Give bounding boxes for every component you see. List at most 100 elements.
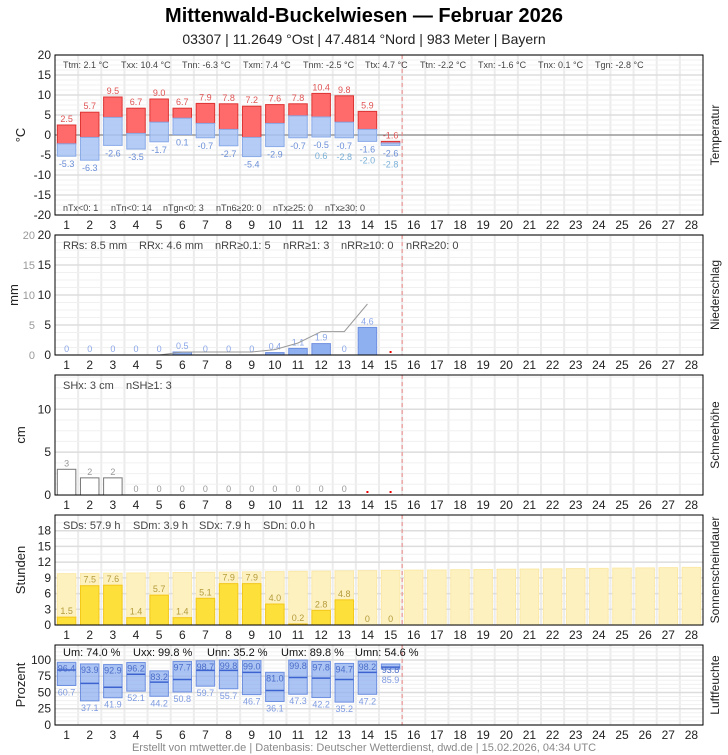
x-tick-label: 28 (685, 358, 699, 372)
sun-possible-bar (635, 567, 655, 626)
sun-bar (103, 584, 123, 626)
x-tick-label: 23 (569, 728, 583, 742)
y-tick-label-secondary: 20 (23, 230, 35, 242)
x-tick-label: 25 (615, 728, 629, 742)
x-tick-label: 2 (86, 218, 93, 232)
panel-stat: Ttx: 4.7 °C (365, 60, 408, 70)
panel-stat-bottom: nTn<0: 14 (111, 203, 152, 213)
x-tick-label: 20 (500, 358, 514, 372)
y-tick-label: 5 (44, 318, 51, 332)
humidity-max-label: 98.7 (197, 662, 215, 672)
humidity-min-label: 44.2 (150, 698, 168, 708)
y-tick-label: 5 (44, 108, 51, 122)
x-tick-label: 1 (63, 628, 70, 642)
y-tick-label: 0 (44, 718, 51, 732)
temp-min-label: -2.7 (221, 149, 237, 159)
temp-min-bar (56, 143, 77, 157)
humidity-max-label: 99.8 (289, 661, 307, 671)
temp-max-bar (357, 110, 378, 130)
x-tick-label: 3 (110, 498, 117, 512)
x-tick-label: 13 (338, 358, 352, 372)
panel-frame (54, 514, 704, 626)
x-tick-label: 23 (569, 498, 583, 512)
x-tick-label: 3 (110, 358, 117, 372)
sun-bar (195, 597, 216, 626)
snow-label: 0 (295, 484, 300, 494)
humidity-max-label: 96.4 (58, 663, 76, 673)
humidity-min-label: 52.1 (127, 693, 145, 703)
x-tick-label: 10 (268, 358, 282, 372)
x-tick-label: 8 (225, 358, 232, 372)
x-tick-label: 22 (546, 498, 560, 512)
x-tick-label: 4 (133, 728, 140, 742)
temp-max-label: 7.2 (245, 95, 258, 105)
precip-label: 4.6 (361, 316, 374, 326)
x-tick-label: 19 (476, 628, 490, 642)
temp-max-bar (241, 105, 262, 138)
panel-stat: nRR≥0.1: 5 (215, 240, 271, 252)
precip-bar (311, 343, 331, 356)
sun-possible-bar (496, 568, 517, 626)
temp-min-bar (380, 142, 401, 146)
page-title: Mittenwald-Buckelwiesen — Februar 2026 (165, 5, 563, 27)
x-tick-label: 4 (133, 628, 140, 642)
x-tick-label: 1 (63, 218, 70, 232)
x-tick-label: 3 (110, 218, 117, 232)
x-tick-label: 27 (662, 728, 676, 742)
panel-stat: nSH≥1: 3 (126, 380, 172, 392)
panel-stat: Txn: -1.6 °C (478, 60, 527, 70)
y-tick-label: -5 (40, 148, 51, 162)
x-tick-label: 19 (476, 728, 490, 742)
sun-label: 1.5 (60, 606, 73, 616)
x-tick-label: 16 (407, 498, 421, 512)
precip-label: 0.4 (269, 342, 282, 352)
x-tick-label: 16 (407, 218, 421, 232)
x-tick-label: 6 (179, 218, 186, 232)
x-tick-label: 10 (268, 498, 282, 512)
humidity-min-label: 36.1 (266, 704, 284, 714)
snow-bar (79, 477, 100, 496)
x-tick-label: 19 (476, 218, 490, 232)
x-tick-label: 10 (268, 628, 282, 642)
y-tick-label: 15 (38, 68, 52, 82)
humidity-min-label: 35.2 (336, 704, 354, 714)
y-tick-label: 5 (44, 445, 51, 459)
x-tick-label: 9 (248, 218, 255, 232)
temp-min-bar (218, 128, 239, 147)
y-tick-label: 20 (38, 48, 52, 62)
x-tick-label: 12 (314, 358, 328, 372)
temp-min-label: -1.7 (151, 145, 167, 155)
sun-bar (311, 609, 331, 626)
x-tick-label: 23 (569, 358, 583, 372)
x-tick-label: 21 (523, 628, 537, 642)
x-tick-label: 11 (292, 218, 305, 232)
panel-stat: SDx: 7.9 h (199, 520, 250, 532)
panel-stat: nRR≥1: 3 (283, 240, 329, 252)
x-tick-label: 15 (384, 358, 398, 372)
x-tick-label: 23 (569, 628, 583, 642)
temp-min-label: -6.3 (82, 163, 98, 173)
x-tick-label: 14 (361, 218, 375, 232)
x-tick-label: 1 (63, 498, 70, 512)
panel-stat: Umn: 54.6 % (355, 647, 419, 659)
humidity-min-label: 47.3 (289, 696, 307, 706)
sun-label: 0 (365, 614, 370, 624)
humidity-bar (265, 671, 285, 703)
temp-min-bar (172, 117, 193, 136)
humidity-bar (334, 662, 355, 703)
x-tick-label: 20 (500, 728, 514, 742)
panel-frame (54, 374, 704, 496)
x-tick-label: 17 (430, 628, 444, 642)
sun-bar (79, 585, 100, 626)
x-tick-label: 7 (202, 358, 209, 372)
x-tick-label: 4 (133, 498, 140, 512)
sun-bar (218, 583, 239, 626)
x-tick-label: 3 (110, 728, 117, 742)
temp-max-label: 9.5 (107, 86, 120, 96)
temp-min-label: -5.3 (59, 159, 75, 169)
ground-min-label: 0.6 (315, 151, 328, 161)
humidity-min-label: 59.7 (197, 688, 215, 698)
x-tick-label: 9 (248, 728, 255, 742)
humidity-bar (56, 661, 77, 687)
